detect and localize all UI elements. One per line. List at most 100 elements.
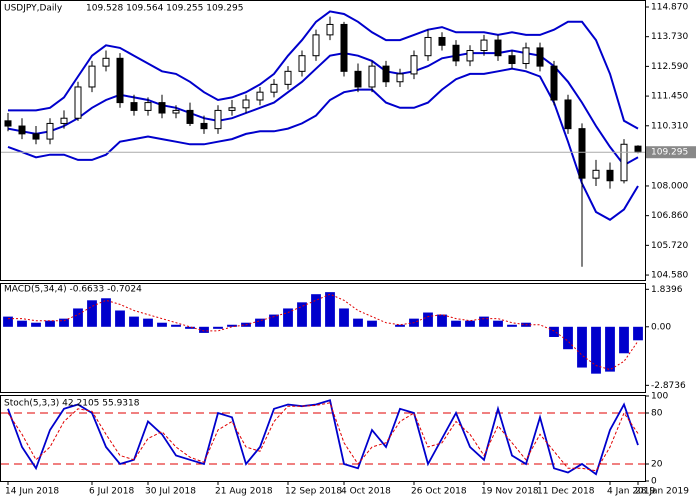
macd-bar <box>157 322 167 327</box>
x-tick-label: 28 Jan 2019 <box>635 487 689 497</box>
macd-bar <box>297 302 307 327</box>
macd-bar <box>563 326 573 350</box>
y-tick-label: 100 <box>651 392 668 402</box>
panel-label: USDJPY,Daily <box>4 4 63 14</box>
candle-body <box>256 91 264 101</box>
candle-body <box>144 102 152 111</box>
macd-bar <box>325 292 335 327</box>
candle-body <box>382 65 390 83</box>
indicator-line <box>7 399 639 476</box>
macd-bar <box>143 318 153 327</box>
y-tick-label: -2.8736 <box>651 381 686 391</box>
candle-body <box>522 47 530 65</box>
candle-body <box>172 109 180 114</box>
candle-body <box>214 109 222 130</box>
macd-bar <box>17 320 27 327</box>
candle-body <box>424 36 432 57</box>
y-tick-label: 106.860 <box>651 211 688 221</box>
x-tick-label: 4 Oct 2018 <box>341 487 391 497</box>
x-tick-label: 30 Jul 2018 <box>145 487 196 497</box>
y-tick-label: 113.730 <box>651 32 688 42</box>
macd-bar <box>101 298 111 327</box>
candle-body <box>536 47 544 67</box>
candle-body <box>116 57 124 104</box>
candle-body <box>578 128 586 179</box>
macd-bar <box>591 326 601 374</box>
macd-bar <box>45 320 55 327</box>
macd-bar <box>507 324 517 327</box>
candle-body <box>438 36 446 46</box>
macd-bar <box>367 320 377 327</box>
candle-body <box>620 143 628 182</box>
macd-bar <box>339 308 349 327</box>
last-price-box <box>646 146 696 159</box>
macd-bar <box>493 320 503 327</box>
x-tick-label: 26 Oct 2018 <box>411 487 467 497</box>
indicator-line <box>8 10 639 130</box>
candle-body <box>354 70 362 88</box>
candle-body <box>130 102 138 111</box>
last-price-label: 109.295 <box>651 148 688 158</box>
candle-body <box>606 169 614 182</box>
y-tick-label: 112.590 <box>651 62 688 72</box>
indicator-line <box>7 49 639 167</box>
macd-bar <box>3 316 13 327</box>
indicator-line <box>7 402 639 472</box>
macd-bar <box>437 314 447 327</box>
x-tick-label: 19 Nov 2018 <box>481 487 539 497</box>
candle-body <box>284 70 292 85</box>
candle-body <box>18 125 26 135</box>
macd-bar <box>269 314 279 327</box>
macd-bar <box>115 310 125 327</box>
y-tick-label: 105.720 <box>651 241 688 251</box>
stoch-panel-frame <box>0 395 646 482</box>
macd-bar <box>311 294 321 327</box>
macd-bar <box>283 308 293 327</box>
ohlc-label: 109.528 109.564 109.255 109.295 <box>86 4 243 14</box>
candle-body <box>326 23 334 36</box>
candle-body <box>200 122 208 130</box>
candle-body <box>340 23 348 72</box>
macd-bar <box>549 326 559 337</box>
candle-body <box>88 65 96 88</box>
candle-body <box>228 107 236 111</box>
x-tick-label: 21 Aug 2018 <box>215 487 273 497</box>
y-tick-label: 110.310 <box>651 121 688 131</box>
candle-body <box>494 39 502 57</box>
candle-body <box>158 102 166 114</box>
x-tick-label: 12 Sep 2018 <box>285 487 342 497</box>
candle-body <box>452 44 460 62</box>
x-tick-label: 11 Dec 2018 <box>537 487 595 497</box>
macd-bar <box>199 326 209 333</box>
candle-body <box>396 73 404 83</box>
candle-body <box>74 86 82 119</box>
macd-bar <box>353 318 363 327</box>
candle-body <box>60 117 68 124</box>
candle-body <box>466 49 474 62</box>
y-tick-label: 108.000 <box>651 181 688 191</box>
candle-body <box>508 55 516 65</box>
macd-bar <box>633 326 643 341</box>
macd-panel-frame <box>0 283 646 393</box>
macd-bar <box>31 322 41 327</box>
macd-bar <box>59 318 69 327</box>
macd-bar <box>129 316 139 327</box>
candle-body <box>564 99 572 130</box>
x-tick-label: 14 Jun 2018 <box>5 487 59 497</box>
macd-bar <box>465 320 475 327</box>
candle-body <box>592 169 600 179</box>
panel-label: MACD(5,34,4) -0.6633 -0.7024 <box>4 285 142 295</box>
macd-bar <box>451 320 461 327</box>
candle-body <box>368 65 376 88</box>
y-tick-label: 111.450 <box>651 92 688 102</box>
macd-bar <box>185 326 195 329</box>
candle-body <box>634 145 642 153</box>
y-tick-label: 1.8396 <box>651 285 683 295</box>
x-tick-label: 6 Jul 2018 <box>89 487 134 497</box>
macd-bar <box>213 326 223 329</box>
macd-bar <box>479 316 489 327</box>
macd-bar <box>73 308 83 327</box>
candle-body <box>298 55 306 72</box>
candle-body <box>410 55 418 75</box>
